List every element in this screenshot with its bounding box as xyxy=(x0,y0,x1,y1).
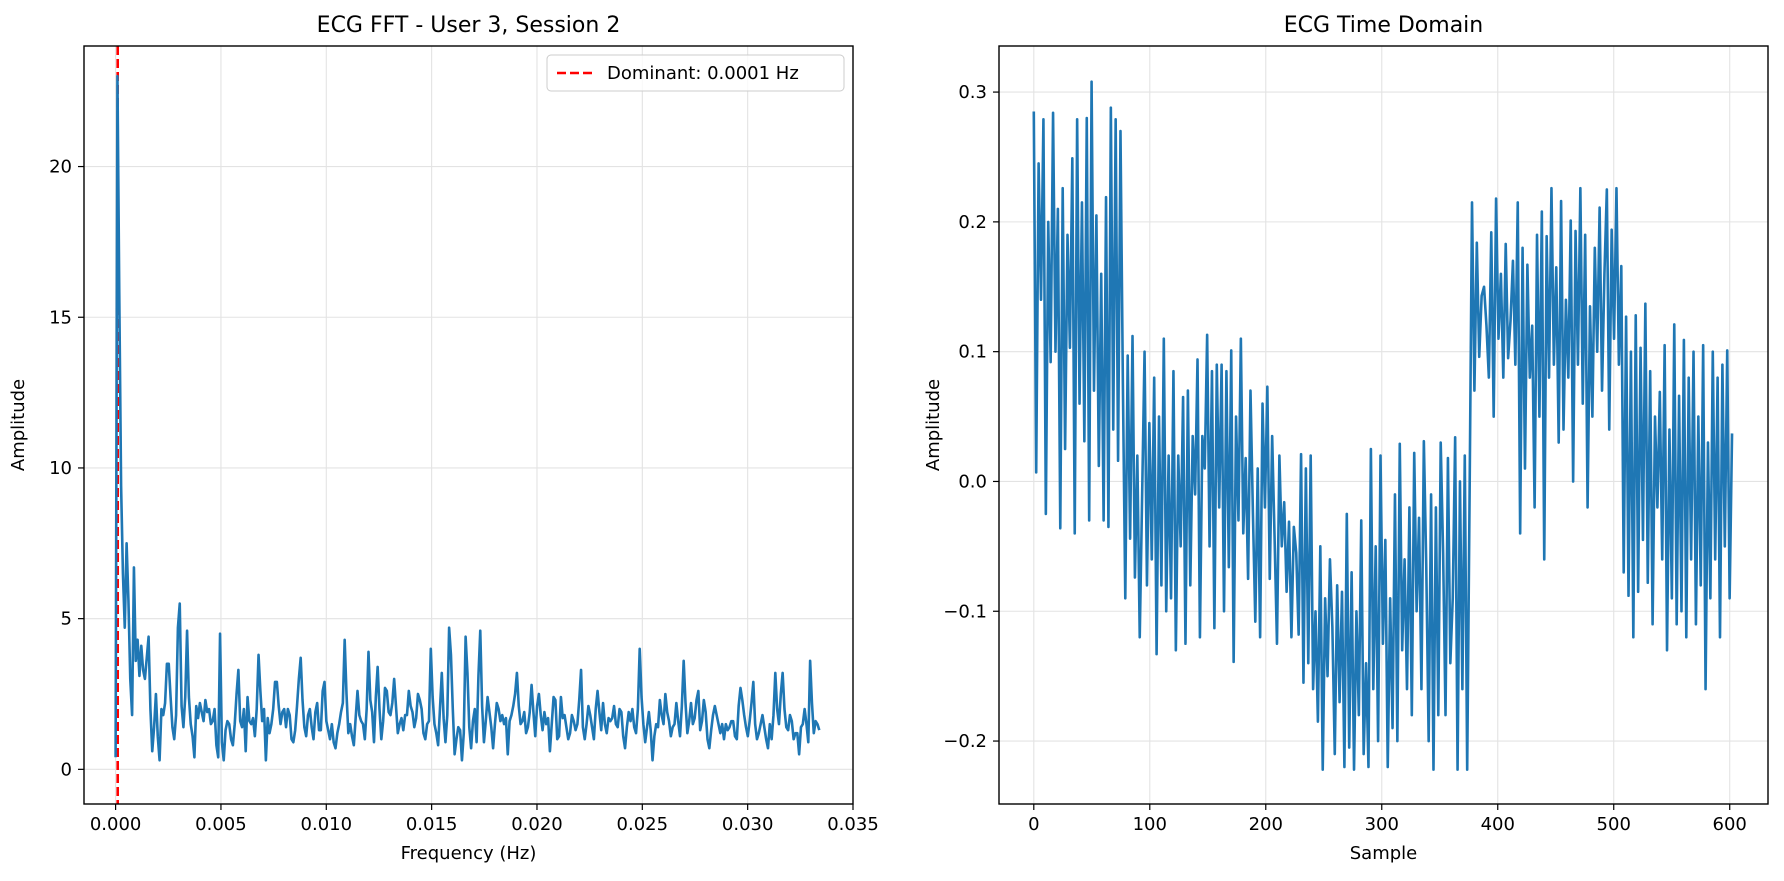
fft-y-axis-label: Amplitude xyxy=(8,379,29,471)
fft-series-line xyxy=(114,74,821,762)
fft-y-ticks: 0 5 10 15 20 xyxy=(49,157,84,780)
time-y-ticks: −0.2 −0.1 0.0 0.1 0.2 0.3 xyxy=(943,82,999,752)
time-x-tick-label: 400 xyxy=(1481,814,1515,835)
time-series xyxy=(1032,80,1734,771)
time-x-tick-label: 500 xyxy=(1597,814,1631,835)
fft-y-tick-label: 10 xyxy=(49,458,72,479)
fft-y-tick-label: 20 xyxy=(49,157,72,178)
time-x-axis-label: Sample xyxy=(1350,843,1418,864)
fft-x-tick-label: 0.035 xyxy=(827,814,879,835)
fft-title: ECG FFT - User 3, Session 2 xyxy=(317,13,621,38)
time-y-tick-label: −0.1 xyxy=(943,601,987,622)
fft-x-tick-label: 0.025 xyxy=(617,814,669,835)
time-x-tick-label: 600 xyxy=(1713,814,1747,835)
time-y-tick-label: 0.1 xyxy=(958,342,987,363)
fft-grid xyxy=(84,46,854,804)
time-y-tick-label: 0.0 xyxy=(958,471,987,492)
legend-box xyxy=(546,54,845,92)
fft-series xyxy=(114,74,821,762)
fft-x-tick-label: 0.010 xyxy=(301,814,353,835)
time-x-tick-label: 100 xyxy=(1133,814,1167,835)
time-domain-chart: 0 100 200 300 400 500 600 −0.2 −0.1 0.0 0.1 0.2 0.3… xyxy=(923,13,1769,864)
time-y-tick-label: 0.3 xyxy=(958,82,987,103)
fft-x-tick-label: 0.005 xyxy=(195,814,247,835)
time-y-tick-label: −0.2 xyxy=(943,731,987,752)
fft-x-axis-label: Frequency (Hz) xyxy=(401,843,537,864)
time-x-tick-label: 0 xyxy=(1028,814,1039,835)
fft-x-tick-label: 0.020 xyxy=(511,814,563,835)
fft-x-tick-label: 0.015 xyxy=(406,814,458,835)
fft-x-ticks: 0.000 0.005 0.010 0.015 0.020 0.025 0.030 0.035 xyxy=(90,804,879,835)
fft-y-tick-label: 0 xyxy=(61,759,72,780)
time-y-tick-label: 0.2 xyxy=(958,212,987,233)
fft-x-tick-label: 0.030 xyxy=(722,814,774,835)
time-x-tick-label: 300 xyxy=(1365,814,1399,835)
fft-chart: 0.000 0.005 0.010 0.015 0.020 0.025 0.030 0.035… xyxy=(8,13,879,864)
fft-legend: Dominant: 0.0001 Hz xyxy=(546,54,845,92)
legend-entry-dominant: Dominant: 0.0001 Hz xyxy=(607,63,799,84)
time-title: ECG Time Domain xyxy=(1284,13,1484,38)
time-x-ticks: 0 100 200 300 400 500 600 xyxy=(1028,804,1747,835)
time-axes-frame xyxy=(998,45,1769,805)
time-grid xyxy=(999,46,1768,804)
fft-y-tick-label: 15 xyxy=(49,307,72,328)
time-y-axis-label: Amplitude xyxy=(923,379,944,471)
fft-y-tick-label: 5 xyxy=(61,609,72,630)
time-x-tick-label: 200 xyxy=(1249,814,1283,835)
fft-axes-frame xyxy=(83,45,854,805)
time-series-line xyxy=(1032,80,1734,771)
fft-x-tick-label: 0.000 xyxy=(90,814,142,835)
